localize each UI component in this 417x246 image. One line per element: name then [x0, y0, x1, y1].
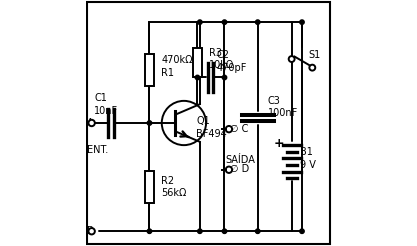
Circle shape: [300, 20, 304, 24]
Circle shape: [222, 229, 227, 233]
Text: ENT.: ENT.: [87, 145, 108, 155]
Bar: [145, 54, 154, 86]
Text: R3
10kΩ: R3 10kΩ: [208, 48, 234, 70]
Circle shape: [147, 229, 152, 233]
Circle shape: [222, 75, 227, 80]
Bar: [145, 171, 154, 203]
Circle shape: [256, 229, 260, 233]
Circle shape: [226, 167, 232, 173]
Circle shape: [195, 75, 200, 80]
Circle shape: [88, 228, 95, 234]
Circle shape: [88, 120, 95, 126]
Circle shape: [289, 56, 294, 62]
Text: B: B: [87, 226, 93, 236]
Circle shape: [309, 65, 315, 71]
Text: ∅ D: ∅ D: [230, 164, 249, 174]
Text: R2
56kΩ: R2 56kΩ: [161, 176, 187, 198]
Text: SAÍDA: SAÍDA: [226, 155, 256, 165]
Text: C1
10nF: C1 10nF: [94, 93, 118, 116]
Circle shape: [162, 101, 206, 145]
Text: ∅ C: ∅ C: [230, 124, 248, 134]
Text: 470kΩ
R1: 470kΩ R1: [161, 55, 193, 78]
Text: S1: S1: [308, 50, 320, 60]
Bar: [193, 48, 202, 77]
Circle shape: [226, 126, 232, 132]
Text: C3
100nF: C3 100nF: [268, 96, 298, 118]
Text: Q1
BF494: Q1 BF494: [196, 116, 227, 139]
Text: C2
470pF: C2 470pF: [216, 50, 247, 73]
Circle shape: [300, 229, 304, 233]
Circle shape: [222, 20, 227, 24]
Text: A: A: [87, 118, 93, 128]
Circle shape: [198, 20, 202, 24]
Circle shape: [198, 229, 202, 233]
Circle shape: [256, 20, 260, 24]
Circle shape: [147, 121, 152, 125]
Text: B1
9 V: B1 9 V: [300, 147, 316, 170]
Text: +: +: [273, 137, 284, 150]
